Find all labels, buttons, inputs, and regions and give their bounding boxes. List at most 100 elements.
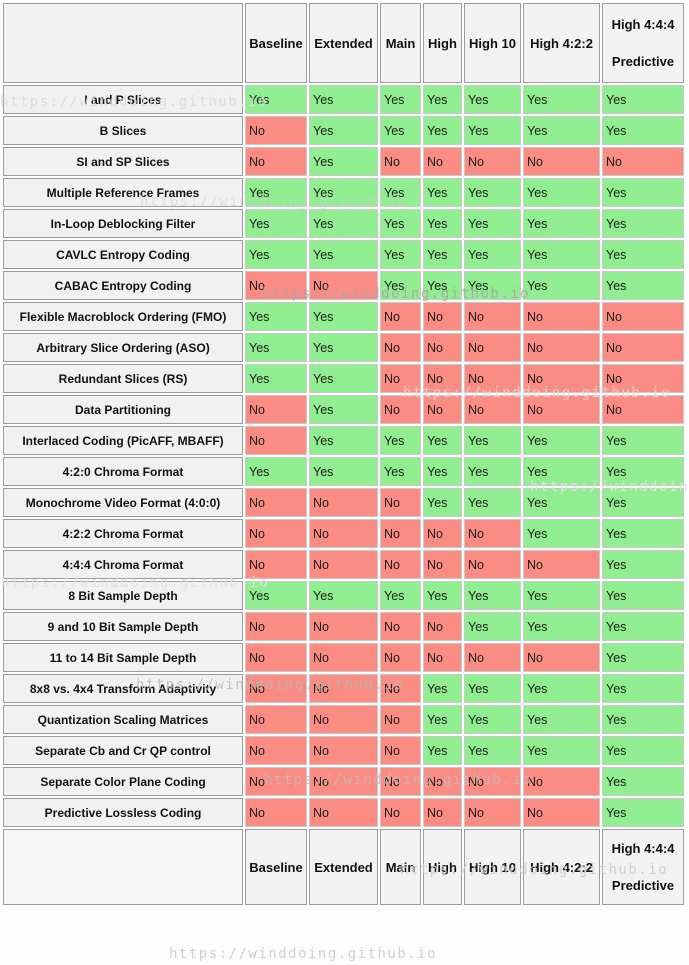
header-label-stack: High 4:2:2 bbox=[525, 831, 598, 903]
value-cell: Yes bbox=[245, 333, 307, 362]
value-cell: Yes bbox=[602, 209, 684, 238]
value-cell: Yes bbox=[309, 364, 378, 393]
value-cell: No bbox=[380, 674, 421, 703]
value-cell: Yes bbox=[464, 674, 521, 703]
value-cell: Yes bbox=[309, 116, 378, 145]
column-header-high: High bbox=[423, 3, 462, 83]
feature-row: Redundant Slices (RS) Yes Yes No No No No No bbox=[3, 364, 684, 393]
value-cell: Yes bbox=[602, 643, 684, 672]
header-label-stack: Main bbox=[382, 5, 419, 81]
value-cell: Yes bbox=[245, 364, 307, 393]
header-label-stack: Extended bbox=[311, 5, 376, 81]
header-line1: High 4:2:2 bbox=[530, 859, 593, 875]
value-cell: No bbox=[464, 364, 521, 393]
value-cell: No bbox=[245, 798, 307, 827]
value-cell: Yes bbox=[423, 240, 462, 269]
value-cell: No bbox=[380, 302, 421, 331]
feature-label: 8x8 vs. 4x4 Transform Adaptivity bbox=[3, 674, 243, 703]
column-header-high-4-2-2: High 4:2:2 bbox=[523, 829, 600, 905]
feature-label: 11 to 14 Bit Sample Depth bbox=[3, 643, 243, 672]
value-cell: Yes bbox=[602, 178, 684, 207]
value-cell: No bbox=[380, 612, 421, 641]
value-cell: Yes bbox=[423, 457, 462, 486]
value-cell: Yes bbox=[423, 705, 462, 734]
feature-label: Arbitrary Slice Ordering (ASO) bbox=[3, 333, 243, 362]
table-header: Baseline Extended Main High High 10 High 4:2:… bbox=[3, 3, 684, 83]
header-line1: High bbox=[428, 859, 457, 875]
value-cell: Yes bbox=[245, 209, 307, 238]
header-label-stack: High bbox=[425, 831, 460, 903]
value-cell: No bbox=[423, 519, 462, 548]
header-line2: Predictive bbox=[611, 878, 675, 893]
header-label-stack: High 4:4:4 Predictive bbox=[604, 831, 682, 903]
value-cell: No bbox=[464, 767, 521, 796]
value-cell: Yes bbox=[423, 209, 462, 238]
feature-label: 4:2:0 Chroma Format bbox=[3, 457, 243, 486]
value-cell: Yes bbox=[602, 488, 684, 517]
value-cell: Yes bbox=[309, 457, 378, 486]
value-cell: No bbox=[245, 643, 307, 672]
value-cell: No bbox=[464, 395, 521, 424]
value-cell: Yes bbox=[523, 488, 600, 517]
value-cell: Yes bbox=[464, 178, 521, 207]
feature-row: CABAC Entropy Coding No No Yes Yes Yes Yes Yes bbox=[3, 271, 684, 300]
value-cell: Yes bbox=[464, 271, 521, 300]
value-cell: Yes bbox=[523, 426, 600, 455]
feature-row: Predictive Lossless Coding No No No No No No Ye… bbox=[3, 798, 684, 827]
value-cell: Yes bbox=[423, 116, 462, 145]
feature-label: 8 Bit Sample Depth bbox=[3, 581, 243, 610]
value-cell: Yes bbox=[309, 333, 378, 362]
value-cell: Yes bbox=[380, 85, 421, 114]
value-cell: Yes bbox=[380, 116, 421, 145]
feature-row: 9 and 10 Bit Sample Depth No No No No Yes Yes Y… bbox=[3, 612, 684, 641]
feature-label: Interlaced Coding (PicAFF, MBAFF) bbox=[3, 426, 243, 455]
value-cell: Yes bbox=[245, 302, 307, 331]
value-cell: No bbox=[380, 767, 421, 796]
feature-row: 11 to 14 Bit Sample Depth No No No No No No Yes bbox=[3, 643, 684, 672]
value-cell: Yes bbox=[423, 426, 462, 455]
header-label-stack: High bbox=[425, 5, 460, 81]
value-cell: No bbox=[309, 674, 378, 703]
corner-cell bbox=[3, 829, 243, 905]
value-cell: Yes bbox=[309, 395, 378, 424]
header-line1: Main bbox=[385, 35, 416, 51]
column-header-high-4-4-4: High 4:4:4 Predictive bbox=[602, 829, 684, 905]
feature-label: B Slices bbox=[3, 116, 243, 145]
header-line1: Extended bbox=[314, 35, 373, 51]
feature-row: I and P Slices Yes Yes Yes Yes Yes Yes Yes bbox=[3, 85, 684, 114]
header-line1: Baseline bbox=[249, 35, 303, 51]
value-cell: Yes bbox=[523, 116, 600, 145]
header-label-stack: High 10 bbox=[466, 5, 519, 81]
value-cell: Yes bbox=[423, 581, 462, 610]
value-cell: Yes bbox=[602, 581, 684, 610]
header-label-stack: Main bbox=[382, 831, 419, 903]
feature-row: 4:2:0 Chroma Format Yes Yes Yes Yes Yes Yes Yes bbox=[3, 457, 684, 486]
value-cell: No bbox=[423, 767, 462, 796]
value-cell: No bbox=[380, 519, 421, 548]
value-cell: Yes bbox=[309, 302, 378, 331]
value-cell: Yes bbox=[245, 581, 307, 610]
feature-row: Separate Color Plane Coding No No No No No No Y… bbox=[3, 767, 684, 796]
feature-label: Separate Color Plane Coding bbox=[3, 767, 243, 796]
value-cell: No bbox=[245, 395, 307, 424]
value-cell: Yes bbox=[602, 457, 684, 486]
value-cell: Yes bbox=[309, 178, 378, 207]
value-cell: No bbox=[309, 488, 378, 517]
value-cell: Yes bbox=[523, 612, 600, 641]
value-cell: No bbox=[423, 333, 462, 362]
header-line2: Predictive bbox=[611, 54, 675, 69]
feature-label: Predictive Lossless Coding bbox=[3, 798, 243, 827]
value-cell: Yes bbox=[423, 271, 462, 300]
value-cell: Yes bbox=[523, 736, 600, 765]
column-header-high-4-4-4: High 4:4:4 Predictive bbox=[602, 3, 684, 83]
column-header-extended: Extended bbox=[309, 829, 378, 905]
feature-row: In-Loop Deblocking Filter Yes Yes Yes Yes Yes… bbox=[3, 209, 684, 238]
value-cell: No bbox=[245, 705, 307, 734]
header-line1: High 10 bbox=[469, 35, 516, 51]
value-cell: Yes bbox=[602, 767, 684, 796]
value-cell: Yes bbox=[423, 178, 462, 207]
value-cell: No bbox=[380, 364, 421, 393]
value-cell: Yes bbox=[602, 705, 684, 734]
profile-feature-table: Baseline Extended Main High High 10 High 4:2:… bbox=[1, 1, 686, 907]
value-cell: No bbox=[523, 395, 600, 424]
